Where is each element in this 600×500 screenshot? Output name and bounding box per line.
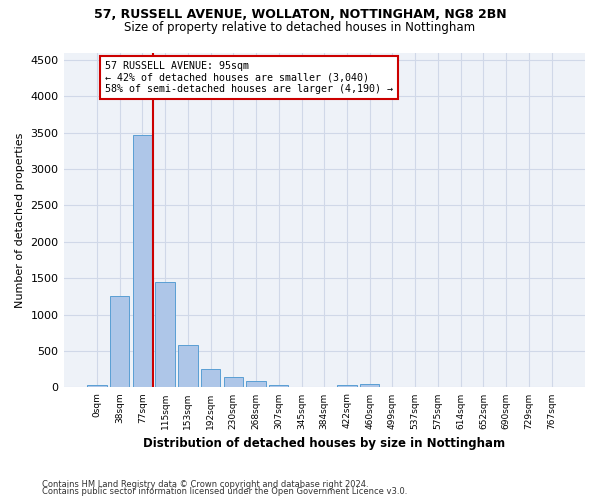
Text: Contains public sector information licensed under the Open Government Licence v3: Contains public sector information licen… <box>42 487 407 496</box>
Bar <box>178 345 197 388</box>
Bar <box>337 384 356 388</box>
Bar <box>133 135 152 388</box>
Text: Size of property relative to detached houses in Nottingham: Size of property relative to detached ho… <box>124 22 476 35</box>
Text: 57, RUSSELL AVENUE, WOLLATON, NOTTINGHAM, NG8 2BN: 57, RUSSELL AVENUE, WOLLATON, NOTTINGHAM… <box>94 8 506 20</box>
X-axis label: Distribution of detached houses by size in Nottingham: Distribution of detached houses by size … <box>143 437 505 450</box>
Text: Contains HM Land Registry data © Crown copyright and database right 2024.: Contains HM Land Registry data © Crown c… <box>42 480 368 489</box>
Bar <box>292 386 311 388</box>
Text: 57 RUSSELL AVENUE: 95sqm
← 42% of detached houses are smaller (3,040)
58% of sem: 57 RUSSELL AVENUE: 95sqm ← 42% of detach… <box>105 61 393 94</box>
Bar <box>201 369 220 388</box>
Bar <box>269 385 289 388</box>
Bar <box>87 385 107 388</box>
Bar <box>360 384 379 388</box>
Bar <box>155 282 175 388</box>
Y-axis label: Number of detached properties: Number of detached properties <box>15 132 25 308</box>
Bar <box>224 377 243 388</box>
Bar <box>247 381 266 388</box>
Bar <box>110 296 130 388</box>
